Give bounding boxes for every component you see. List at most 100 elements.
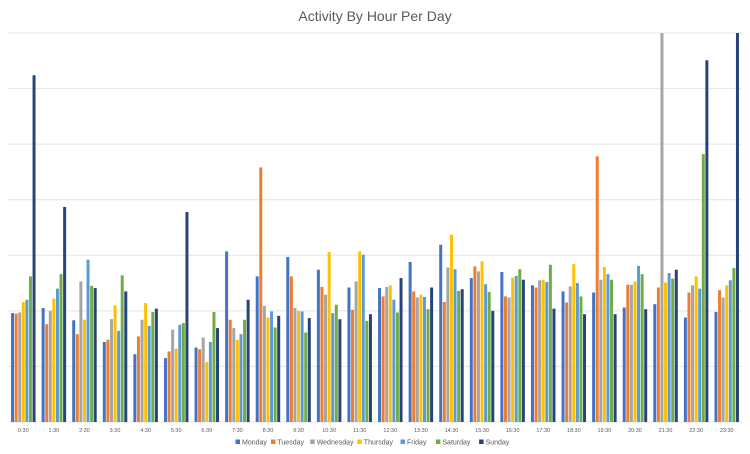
bar-tuesday-14:30 bbox=[442, 301, 446, 422]
bar-monday-12:30 bbox=[378, 288, 382, 422]
bar-tuesday-20:30 bbox=[626, 284, 630, 422]
bar-thursday-0:30 bbox=[21, 301, 25, 422]
bar-wednesday-10:30 bbox=[324, 294, 328, 422]
bar-monday-13:30 bbox=[408, 261, 412, 422]
legend-item-monday: Monday bbox=[235, 439, 267, 447]
legend-swatch bbox=[435, 439, 441, 444]
bar-monday-14:30 bbox=[439, 244, 443, 422]
bar-saturday-15:30 bbox=[487, 291, 491, 422]
bar-tuesday-11:30 bbox=[351, 309, 355, 422]
bar-saturday-9:30 bbox=[304, 332, 308, 422]
x-tick-label: 23:30 bbox=[720, 428, 734, 434]
bar-tuesday-16:30 bbox=[503, 296, 507, 422]
bar-saturday-19:30 bbox=[610, 279, 614, 422]
bar-tuesday-18:30 bbox=[565, 302, 569, 422]
bar-monday-20:30 bbox=[622, 307, 626, 422]
x-tick-label: 9:30 bbox=[293, 428, 304, 434]
bar-monday-9:30 bbox=[286, 256, 290, 422]
bar-saturday-21:30 bbox=[671, 278, 675, 422]
legend-swatch bbox=[310, 439, 315, 444]
bar-monday-8:30 bbox=[255, 276, 259, 422]
bar-tuesday-0:30 bbox=[14, 313, 18, 422]
bar-tuesday-2:30 bbox=[75, 334, 79, 422]
bar-saturday-7:30 bbox=[243, 319, 247, 422]
x-tick-label: 14:30 bbox=[445, 428, 459, 434]
bar-monday-1:30 bbox=[41, 308, 45, 422]
bar-sunday-18:30 bbox=[583, 314, 587, 422]
legend: Monday Tuesday Wednesday Thursday Friday Satu… bbox=[235, 439, 510, 447]
bar-tuesday-17:30 bbox=[534, 287, 538, 422]
bar-tuesday-23:30 bbox=[718, 290, 722, 422]
bar-wednesday-15:30 bbox=[476, 271, 480, 422]
bar-thursday-15:30 bbox=[480, 261, 484, 422]
bar-sunday-2:30 bbox=[93, 288, 97, 422]
bar-sunday-11:30 bbox=[368, 314, 372, 422]
x-tick-label: 8:30 bbox=[263, 428, 274, 434]
bar-sunday-13:30 bbox=[430, 287, 434, 422]
bar-wednesday-4:30 bbox=[140, 319, 144, 422]
bar-tuesday-10:30 bbox=[320, 286, 324, 422]
bar-tuesday-12:30 bbox=[381, 296, 385, 422]
bar-wednesday-3:30 bbox=[109, 319, 113, 422]
bar-saturday-13:30 bbox=[426, 309, 430, 422]
bar-thursday-7:30 bbox=[235, 339, 239, 422]
bar-friday-1:30 bbox=[55, 288, 59, 422]
bar-friday-11:30 bbox=[361, 254, 365, 422]
bar-wednesday-13:30 bbox=[415, 297, 419, 422]
bar-wednesday-9:30 bbox=[293, 308, 297, 422]
bar-tuesday-21:30 bbox=[656, 287, 660, 422]
bar-monday-11:30 bbox=[347, 287, 351, 422]
bar-thursday-10:30 bbox=[327, 251, 331, 422]
bar-wednesday-11:30 bbox=[354, 281, 358, 422]
bar-sunday-20:30 bbox=[644, 309, 648, 422]
bar-wednesday-1:30 bbox=[48, 310, 52, 422]
bar-thursday-20:30 bbox=[633, 281, 637, 422]
bar-sunday-1:30 bbox=[63, 206, 67, 422]
x-tick-label: 20:30 bbox=[628, 428, 642, 434]
x-tick-label: 15:30 bbox=[475, 428, 489, 434]
bar-friday-16:30 bbox=[514, 275, 518, 422]
legend-item-sunday: Sunday bbox=[479, 439, 510, 447]
x-tick-label: 21:30 bbox=[659, 428, 673, 434]
x-tick-label: 2:30 bbox=[79, 428, 90, 434]
bar-friday-14:30 bbox=[453, 269, 457, 422]
bar-sunday-19:30 bbox=[613, 314, 617, 422]
legend-label: Sunday bbox=[486, 440, 510, 447]
bar-thursday-9:30 bbox=[297, 310, 301, 422]
legend-label: Saturday bbox=[442, 440, 471, 447]
bar-thursday-2:30 bbox=[82, 319, 86, 422]
gridlines bbox=[8, 32, 742, 423]
legend-swatch bbox=[357, 439, 362, 444]
bar-friday-8:30 bbox=[270, 311, 274, 422]
bar-friday-6:30 bbox=[208, 341, 212, 422]
x-tick-label: 7:30 bbox=[232, 428, 243, 434]
bar-sunday-16:30 bbox=[521, 279, 525, 422]
bar-sunday-3:30 bbox=[124, 291, 128, 422]
bar-monday-15:30 bbox=[469, 278, 473, 422]
bar-sunday-7:30 bbox=[246, 299, 250, 422]
bar-monday-5:30 bbox=[163, 358, 167, 422]
bar-saturday-22:30 bbox=[701, 154, 705, 422]
x-tick-label: 0:30 bbox=[18, 428, 29, 434]
bar-sunday-5:30 bbox=[185, 211, 189, 422]
bar-monday-4:30 bbox=[133, 354, 137, 422]
legend-swatch bbox=[400, 439, 405, 444]
bar-friday-15:30 bbox=[484, 284, 488, 422]
bar-saturday-12:30 bbox=[395, 312, 399, 422]
x-tick-label: 13:30 bbox=[414, 428, 428, 434]
bar-saturday-14:30 bbox=[457, 290, 461, 422]
legend-item-saturday: Saturday bbox=[435, 439, 471, 447]
legend-item-tuesday: Tuesday bbox=[270, 439, 304, 447]
bar-saturday-2:30 bbox=[90, 285, 94, 422]
legend-item-thursday: Thursday bbox=[357, 439, 393, 447]
bar-sunday-8:30 bbox=[277, 315, 281, 422]
bar-saturday-4:30 bbox=[151, 311, 155, 422]
bar-monday-10:30 bbox=[316, 269, 320, 422]
x-tick-label: 6:30 bbox=[201, 428, 212, 434]
bar-saturday-20:30 bbox=[640, 274, 644, 422]
bar-saturday-10:30 bbox=[334, 304, 338, 422]
bar-friday-18:30 bbox=[575, 283, 579, 422]
chart-title: Activity By Hour Per Day bbox=[298, 8, 451, 24]
bar-wednesday-14:30 bbox=[446, 267, 450, 422]
